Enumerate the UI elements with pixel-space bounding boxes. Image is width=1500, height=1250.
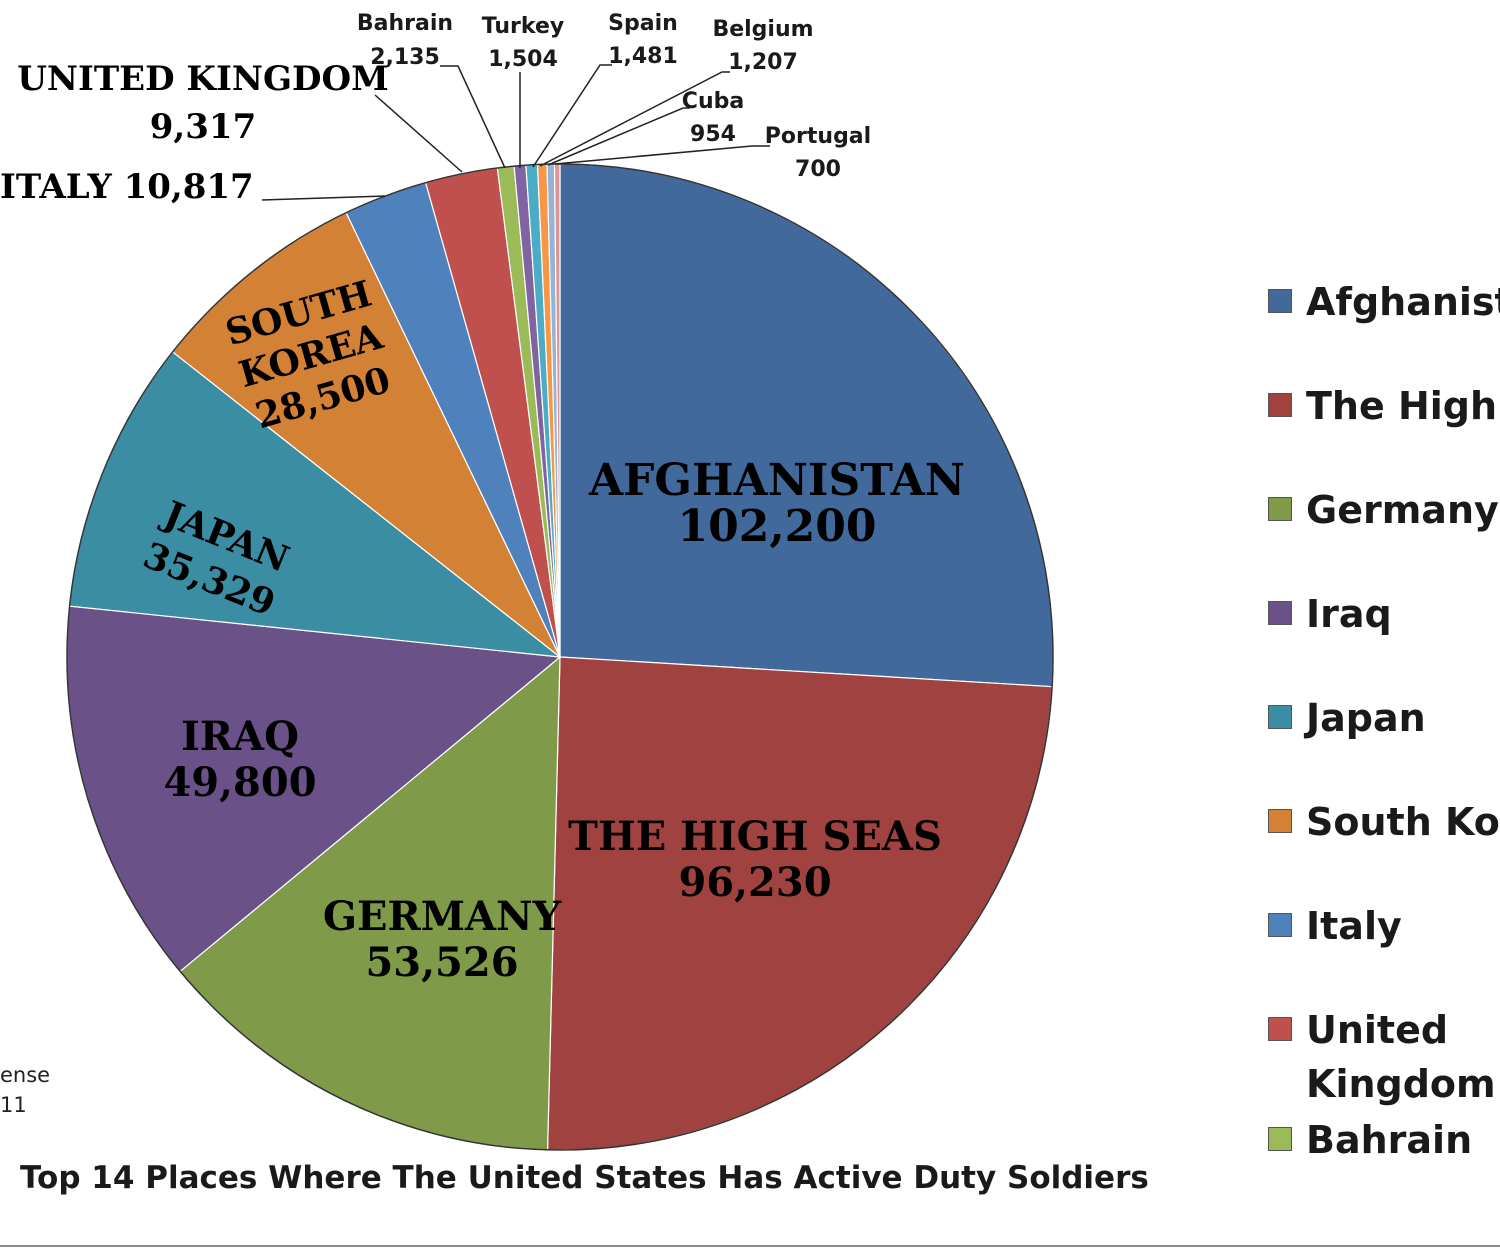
data-label-name-the-high-seas: THE HIGH SEAS xyxy=(568,813,942,860)
data-label-name-united-kingdom: UNITED KINGDOM xyxy=(17,59,388,99)
legend-label-the-high-seas: The High Seas xyxy=(1306,384,1500,428)
legend-item-japan: Japan xyxy=(1268,691,1500,795)
data-label-value-cuba: 954 xyxy=(690,122,736,147)
legend-item-the-high-seas: The High Seas xyxy=(1268,379,1500,483)
data-label-value-portugal: 700 xyxy=(795,157,841,182)
leader-line-portugal xyxy=(554,145,770,165)
legend-label-iraq: Iraq xyxy=(1306,592,1392,636)
legend-swatch-germany xyxy=(1268,497,1292,521)
data-label-value-afghanistan: 102,200 xyxy=(677,501,876,552)
legend: Afghanistan The High Seas Germany Iraq Japan… xyxy=(1268,275,1500,1175)
data-label-name-portugal: Portugal xyxy=(765,124,871,149)
data-label-value-bahrain: 2,135 xyxy=(370,45,440,70)
data-label-value-iraq: 49,800 xyxy=(163,759,316,806)
legend-label-afghanistan: Afghanistan xyxy=(1306,280,1500,324)
data-label-value-germany: 53,526 xyxy=(365,939,518,986)
data-label-name-germany: GERMANY xyxy=(323,893,562,940)
legend-swatch-the-high-seas xyxy=(1268,393,1292,417)
legend-label-germany: Germany xyxy=(1306,488,1499,532)
legend-item-united-kingdom: United Kingdom xyxy=(1268,1003,1500,1113)
legend-swatch-afghanistan xyxy=(1268,289,1292,313)
legend-item-italy: Italy xyxy=(1268,899,1500,1003)
chart-title: Top 14 Places Where The United States Ha… xyxy=(20,1160,1149,1196)
data-label-value-belgium: 1,207 xyxy=(728,50,798,75)
legend-swatch-south-korea xyxy=(1268,809,1292,833)
leader-line-italy xyxy=(261,195,386,201)
legend-item-afghanistan: Afghanistan xyxy=(1268,275,1500,379)
source-line-1: ense xyxy=(0,1063,51,1087)
legend-label-italy: Italy xyxy=(1306,904,1402,948)
legend-swatch-italy xyxy=(1268,913,1292,937)
data-label-name-belgium: Belgium xyxy=(712,17,813,42)
slice-afghanistan xyxy=(559,163,1054,688)
source-line-2: 11 xyxy=(0,1093,27,1117)
leader-line-united-kingdom xyxy=(374,94,463,173)
legend-label-south-korea: South Korea xyxy=(1306,800,1500,844)
legend-item-south-korea: South Korea xyxy=(1268,795,1500,899)
bottom-divider xyxy=(0,1245,1500,1247)
data-label-value-spain: 1,481 xyxy=(608,44,678,69)
data-label-name-afghanistan: AFGHANISTAN xyxy=(588,455,965,506)
data-label-value-united-kingdom: 9,317 xyxy=(150,107,256,147)
legend-label-japan: Japan xyxy=(1306,696,1426,740)
legend-swatch-united-kingdom xyxy=(1268,1017,1292,1041)
legend-label-bahrain: Bahrain xyxy=(1306,1118,1473,1162)
data-label-name-cuba: Cuba xyxy=(682,89,744,114)
source-note: ense 11 xyxy=(0,1060,50,1120)
data-label-name-bahrain: Bahrain xyxy=(357,11,453,36)
leader-line-spain xyxy=(532,64,612,168)
legend-swatch-japan xyxy=(1268,705,1292,729)
legend-item-bahrain: Bahrain xyxy=(1268,1113,1500,1175)
data-label-name-italy: ITALY 10,817 xyxy=(0,167,254,207)
data-label-value-turkey: 1,504 xyxy=(488,47,558,72)
leader-line-cuba xyxy=(547,107,690,166)
legend-label-united-kingdom: United Kingdom xyxy=(1306,1008,1496,1106)
legend-item-germany: Germany xyxy=(1268,483,1500,587)
leader-line-belgium xyxy=(539,71,730,167)
data-label-name-turkey: Turkey xyxy=(482,14,564,39)
leader-line-bahrain xyxy=(440,65,506,169)
data-label-name-iraq: IRAQ xyxy=(181,713,299,760)
legend-swatch-bahrain xyxy=(1268,1127,1292,1151)
legend-item-iraq: Iraq xyxy=(1268,587,1500,691)
legend-swatch-iraq xyxy=(1268,601,1292,625)
data-label-value-the-high-seas: 96,230 xyxy=(678,859,831,906)
data-label-name-spain: Spain xyxy=(608,11,678,36)
